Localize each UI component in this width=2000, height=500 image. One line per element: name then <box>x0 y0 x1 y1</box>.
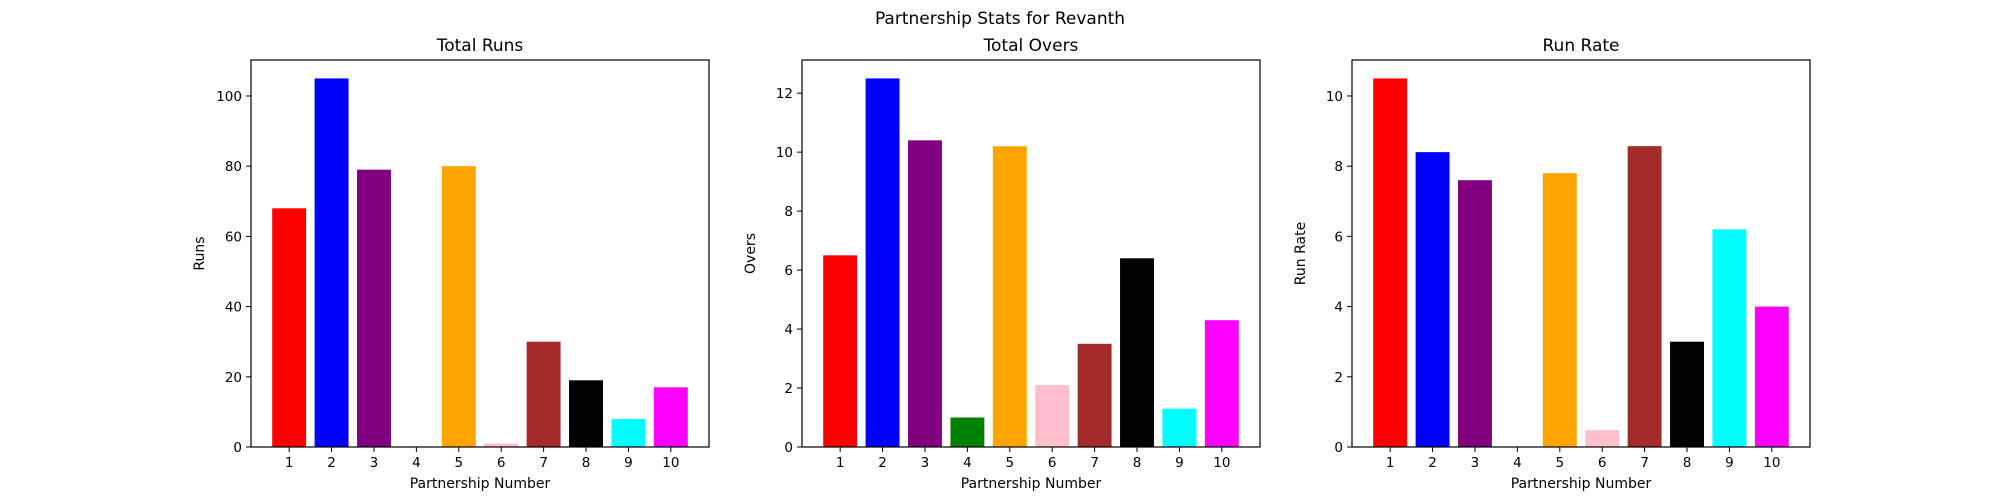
total-overs-xtick-label-1: 1 <box>836 455 845 471</box>
run-rate-xtick-label-7: 7 <box>1640 455 1649 471</box>
total-runs-ytick-label-40: 40 <box>225 300 242 316</box>
total-runs-ytick-label-0: 0 <box>233 440 242 456</box>
total-overs-xtick-label-2: 2 <box>878 455 887 471</box>
run-rate-xtick-label-10: 10 <box>1763 455 1780 471</box>
total-overs-ylabel: Overs <box>743 233 759 274</box>
total-runs-xtick-label-3: 3 <box>370 455 379 471</box>
run-rate-ylabel: Run Rate <box>1293 222 1309 285</box>
total-overs-xtick-label-9: 9 <box>1175 455 1184 471</box>
total-runs-bar-5 <box>441 166 476 448</box>
total-runs-xtick-label-8: 8 <box>582 455 591 471</box>
run-rate-bar-9 <box>1712 229 1747 447</box>
run-rate-bar-8 <box>1670 341 1704 447</box>
total-overs-ytick-label-6: 6 <box>784 263 793 279</box>
total-runs-bar-7 <box>526 341 561 447</box>
total-runs-axes-frame <box>250 59 710 448</box>
run-rate-bar-5 <box>1542 173 1577 447</box>
total-overs-ytick-label-10: 10 <box>776 145 793 161</box>
total-overs-bar-7 <box>1077 343 1112 447</box>
total-overs-bar-1 <box>823 255 858 447</box>
run-rate-xtick-label-9: 9 <box>1725 455 1734 471</box>
total-runs-ytick-label-100: 100 <box>216 89 242 105</box>
total-overs-ytick-label-0: 0 <box>784 440 793 456</box>
run-rate-xtick-label-2: 2 <box>1428 455 1437 471</box>
total-overs-bar-2 <box>865 78 900 447</box>
run-rate-xtick-label-4: 4 <box>1513 455 1522 471</box>
total-runs-bar-6 <box>484 443 519 447</box>
total-overs-xtick-label-10: 10 <box>1213 455 1230 471</box>
total-overs-xlabel: Partnership Number <box>961 476 1102 492</box>
total-overs-bar-3 <box>908 140 942 447</box>
run-rate-xtick-label-8: 8 <box>1683 455 1692 471</box>
total-overs-title: Total Overs <box>983 36 1079 56</box>
run-rate-bar-7 <box>1627 146 1662 447</box>
total-overs-ytick-label-12: 12 <box>776 86 793 102</box>
total-runs-bar-9 <box>611 418 646 447</box>
total-runs-bar-2 <box>314 78 349 447</box>
total-overs-xtick-label-8: 8 <box>1133 455 1142 471</box>
run-rate-ytick-label-0: 0 <box>1334 440 1343 456</box>
total-overs-bar-8 <box>1120 258 1154 447</box>
total-overs-ytick-label-8: 8 <box>784 204 793 220</box>
total-overs-bar-9 <box>1162 408 1197 447</box>
run-rate-panel: 1 2 3 4 5 6 7 8 9 10 0 2 4 6 8 10 Run Rate Partnership Nu… <box>1293 36 1811 492</box>
total-runs-bar-8 <box>569 380 603 447</box>
total-overs-ytick-label-4: 4 <box>784 322 793 338</box>
total-overs-bar-6 <box>1035 385 1070 447</box>
run-rate-bar-2 <box>1415 152 1450 447</box>
run-rate-axes-frame <box>1351 59 1811 448</box>
total-overs-xtick-label-6: 6 <box>1048 455 1057 471</box>
total-overs-axes-frame <box>801 59 1261 448</box>
total-overs-bar-10 <box>1204 320 1239 447</box>
total-overs-bar-4 <box>950 417 985 447</box>
run-rate-xtick-label-5: 5 <box>1555 455 1564 471</box>
run-rate-xtick-label-3: 3 <box>1471 455 1480 471</box>
total-overs-xtick-label-3: 3 <box>921 455 930 471</box>
total-runs-xtick-label-6: 6 <box>497 455 506 471</box>
total-runs-bar-1 <box>272 208 307 447</box>
total-overs-ytick-label-2: 2 <box>784 381 793 397</box>
run-rate-xtick-label-6: 6 <box>1598 455 1607 471</box>
total-runs-xtick-label-5: 5 <box>454 455 463 471</box>
run-rate-ytick-label-2: 2 <box>1334 370 1343 386</box>
total-overs-xtick-label-4: 4 <box>963 455 972 471</box>
total-runs-ytick-label-20: 20 <box>225 370 242 386</box>
total-runs-ytick-label-80: 80 <box>225 159 242 175</box>
total-runs-xtick-label-2: 2 <box>327 455 336 471</box>
run-rate-title: Run Rate <box>1543 36 1620 56</box>
run-rate-bar-3 <box>1458 180 1492 447</box>
total-runs-xtick-label-4: 4 <box>412 455 421 471</box>
run-rate-ytick-label-6: 6 <box>1334 229 1343 245</box>
total-runs-title: Total Runs <box>436 36 524 56</box>
figure-suptitle: Partnership Stats for Revanth <box>875 9 1125 29</box>
total-runs-ytick-label-60: 60 <box>225 229 242 245</box>
total-overs-xtick-label-7: 7 <box>1090 455 1099 471</box>
run-rate-bar-6 <box>1585 430 1620 447</box>
total-runs-xtick-label-7: 7 <box>539 455 548 471</box>
run-rate-xtick-label-1: 1 <box>1386 455 1395 471</box>
run-rate-bar-1 <box>1373 78 1408 447</box>
run-rate-ytick-label-10: 10 <box>1326 89 1343 105</box>
run-rate-ytick-label-8: 8 <box>1334 159 1343 175</box>
total-runs-ylabel: Runs <box>192 236 208 270</box>
total-runs-xtick-label-10: 10 <box>662 455 679 471</box>
run-rate-bar-10 <box>1754 306 1789 447</box>
total-overs-bar-5 <box>992 146 1027 447</box>
total-runs-xlabel: Partnership Number <box>410 476 551 492</box>
total-runs-xtick-label-9: 9 <box>624 455 633 471</box>
total-overs-xtick-label-5: 5 <box>1005 455 1014 471</box>
total-runs-bar-3 <box>357 169 391 447</box>
total-runs-bar-10 <box>653 387 688 447</box>
run-rate-xlabel: Partnership Number <box>1511 476 1652 492</box>
total-runs-xtick-label-1: 1 <box>285 455 294 471</box>
run-rate-ytick-label-4: 4 <box>1334 300 1343 316</box>
